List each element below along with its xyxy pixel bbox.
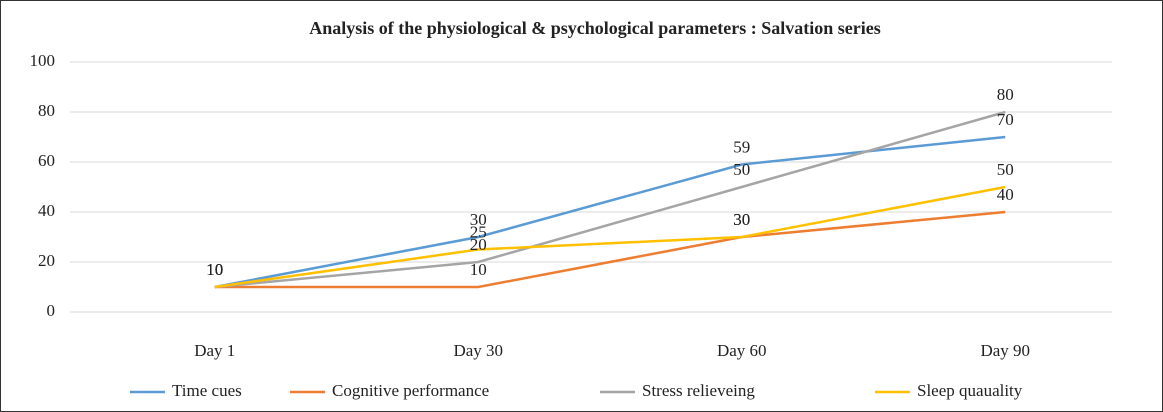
y-tick-label: 20: [38, 251, 55, 270]
data-label: 80: [997, 85, 1014, 104]
data-label: 10: [206, 260, 223, 279]
legend-label: Cognitive performance: [332, 381, 489, 400]
data-label: 10: [206, 260, 223, 279]
y-tick-label: 80: [38, 101, 55, 120]
y-tick-label: 100: [30, 51, 56, 70]
y-tick-label: 60: [38, 151, 55, 170]
x-tick-label: Day 30: [453, 341, 503, 360]
chart-title: Analysis of the physiological & psycholo…: [309, 18, 880, 38]
data-label: 10: [206, 260, 223, 279]
y-tick-label: 0: [47, 301, 56, 320]
data-label: 70: [997, 110, 1014, 129]
x-tick-label: Day 1: [194, 341, 235, 360]
data-label: 50: [733, 160, 750, 179]
data-label: 40: [997, 185, 1014, 204]
data-label: 20: [470, 235, 487, 254]
series-line: [214, 110, 1006, 289]
legend-label: Sleep quauality: [917, 381, 1023, 400]
data-label: 59: [733, 137, 750, 156]
data-label: 50: [997, 160, 1014, 179]
legend-label: Time cues: [172, 381, 242, 400]
series-line: [214, 185, 1006, 289]
data-label: 25: [470, 222, 487, 241]
data-label: 10: [206, 260, 223, 279]
x-tick-label: Day 90: [980, 341, 1030, 360]
data-label: 30: [470, 210, 487, 229]
series-line: [214, 210, 1006, 289]
data-label: 30: [733, 210, 750, 229]
legend-label: Stress relieveing: [642, 381, 755, 400]
data-label: 10: [470, 260, 487, 279]
data-label: 30: [733, 210, 750, 229]
x-tick-label: Day 60: [717, 341, 767, 360]
y-tick-label: 40: [38, 201, 55, 220]
